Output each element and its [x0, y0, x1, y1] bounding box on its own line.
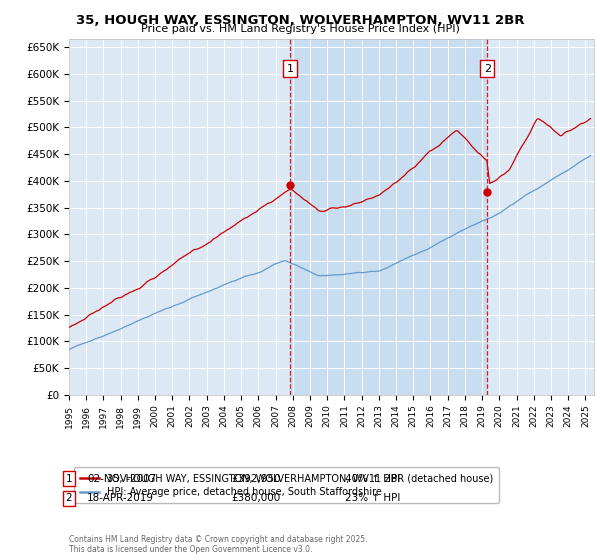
- Text: 1: 1: [287, 64, 293, 73]
- Text: 18-APR-2019: 18-APR-2019: [87, 493, 154, 503]
- Legend: 35, HOUGH WAY, ESSINGTON, WOLVERHAMPTON, WV11 2BR (detached house), HPI: Average: 35, HOUGH WAY, ESSINGTON, WOLVERHAMPTON,…: [74, 467, 499, 503]
- Text: 2: 2: [65, 493, 73, 503]
- Text: 2: 2: [484, 64, 491, 73]
- Text: 40% ↑ HPI: 40% ↑ HPI: [345, 474, 400, 484]
- Bar: [290, 39, 487, 395]
- Text: 1: 1: [65, 474, 73, 484]
- Text: £392,950: £392,950: [231, 474, 281, 484]
- Text: 23% ↑ HPI: 23% ↑ HPI: [345, 493, 400, 503]
- Text: Price paid vs. HM Land Registry's House Price Index (HPI): Price paid vs. HM Land Registry's House …: [140, 24, 460, 34]
- Text: 02-NOV-2007: 02-NOV-2007: [87, 474, 156, 484]
- Text: 35, HOUGH WAY, ESSINGTON, WOLVERHAMPTON, WV11 2BR: 35, HOUGH WAY, ESSINGTON, WOLVERHAMPTON,…: [76, 14, 524, 27]
- Text: £380,000: £380,000: [231, 493, 280, 503]
- Text: Contains HM Land Registry data © Crown copyright and database right 2025.
This d: Contains HM Land Registry data © Crown c…: [69, 535, 367, 554]
